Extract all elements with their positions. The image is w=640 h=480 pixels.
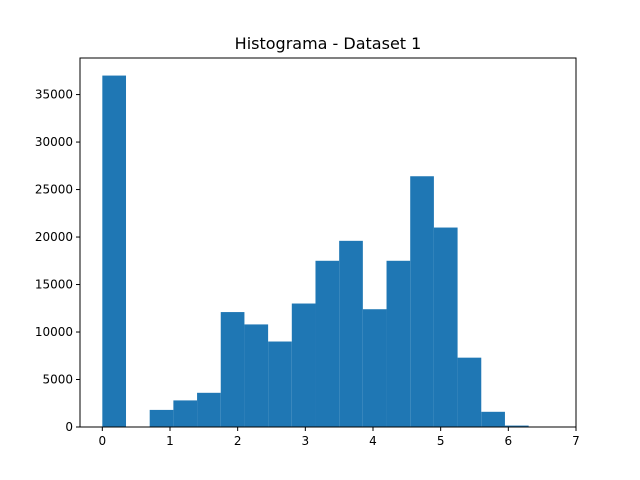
y-tick-label-5: 25000 (35, 183, 73, 197)
histogram-bar-7 (268, 341, 292, 427)
y-tick-label-6: 30000 (35, 135, 73, 149)
histogram-bar-6 (244, 324, 269, 427)
x-tick-label-2: 2 (234, 434, 242, 448)
x-axis: 0 1 2 3 4 5 6 7 (99, 427, 580, 448)
x-tick-label-6: 6 (505, 434, 513, 448)
x-tick-label-0: 0 (99, 434, 107, 448)
histogram-bar-17 (504, 425, 529, 427)
y-tick-label-4: 20000 (35, 230, 73, 244)
histogram-bar-0 (102, 75, 127, 428)
histogram-bar-5 (220, 312, 245, 427)
histogram-bar-13 (410, 176, 434, 427)
y-axis: 0 5000 10000 15000 20000 25000 30000 35000 (35, 88, 80, 434)
x-tick-label-1: 1 (166, 434, 174, 448)
histogram-bar-12 (386, 260, 411, 427)
y-tick-label-3: 15000 (35, 278, 73, 292)
histogram-bar-9 (315, 260, 340, 427)
x-tick-label-3: 3 (302, 434, 310, 448)
y-tick-label-2: 10000 (35, 325, 73, 339)
histogram-bar-15 (457, 357, 482, 427)
histogram-bar-8 (291, 303, 316, 427)
x-tick-label-5: 5 (437, 434, 445, 448)
histogram-bar-14 (433, 227, 458, 427)
histogram-bar-2 (149, 409, 174, 427)
bars-group (102, 75, 529, 428)
x-tick-label-7: 7 (572, 434, 580, 448)
histogram-bar-3 (173, 400, 198, 427)
x-tick-label-4: 4 (369, 434, 377, 448)
histogram-bar-16 (481, 411, 505, 427)
plot-frame (79, 57, 577, 428)
y-tick-label-7: 35000 (35, 88, 73, 102)
histogram-bar-4 (197, 392, 221, 427)
histogram-bar-11 (362, 309, 387, 427)
y-tick-label-0: 0 (65, 420, 73, 434)
histogram-bar-10 (339, 240, 363, 427)
y-tick-label-1: 5000 (42, 373, 73, 387)
chart-title: Histograma - Dataset 1 (235, 34, 422, 53)
